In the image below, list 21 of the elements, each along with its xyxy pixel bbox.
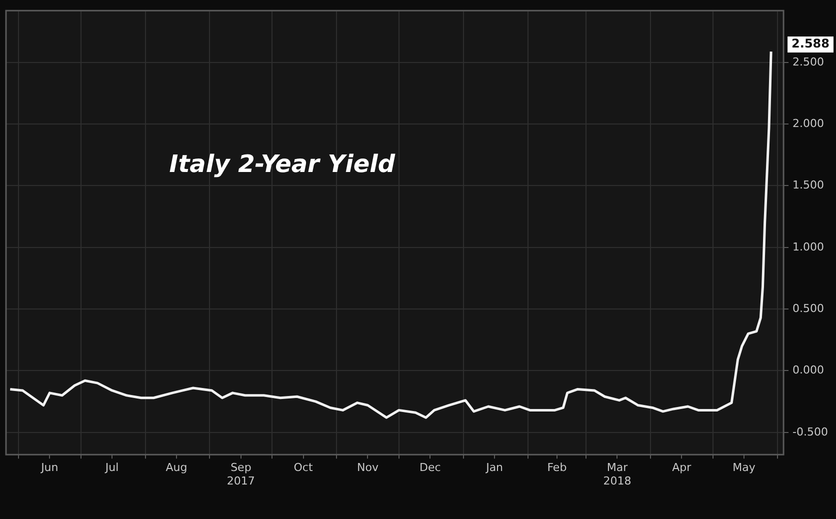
- y-tick-label: 1.000: [792, 240, 824, 254]
- y-tick-label: 1.500: [792, 178, 824, 192]
- x-tick-label: Dec: [419, 461, 441, 474]
- y-tick-label: 0.500: [792, 302, 824, 315]
- x-tick-label: Jul: [104, 461, 119, 474]
- text: Italy 2-Year Yield: [169, 150, 396, 178]
- x-tick-label: Oct: [294, 461, 314, 474]
- x-tick-label: Apr: [672, 461, 692, 474]
- x-tick-label: Jan: [485, 461, 504, 474]
- y-tick-label: -0.500: [792, 425, 828, 438]
- data-label: 2.588: [792, 36, 830, 51]
- y-tick-label: 2.000: [792, 116, 824, 130]
- x-tick-label: Nov: [357, 461, 379, 474]
- y-tick-label: 0.000: [792, 364, 824, 377]
- x-tick-label: Aug: [166, 461, 188, 474]
- x-tick-label: Sep 2017: [226, 461, 255, 488]
- x-tick-label: Jun: [40, 461, 58, 474]
- x-tick-label: Feb: [547, 461, 567, 474]
- y-tick-label: 2.500: [792, 55, 824, 68]
- x-tick-label: May: [732, 461, 756, 474]
- x-tick-label: Mar 2018: [603, 461, 632, 488]
